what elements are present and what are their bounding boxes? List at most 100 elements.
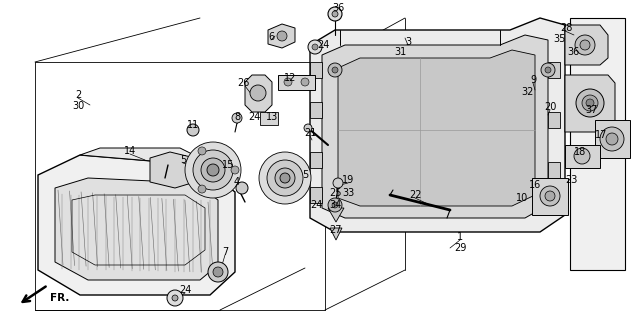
Text: 24: 24 xyxy=(248,112,260,122)
Text: 25: 25 xyxy=(329,188,341,198)
Text: 5: 5 xyxy=(302,170,308,180)
Polygon shape xyxy=(565,75,615,132)
Polygon shape xyxy=(80,148,200,165)
Circle shape xyxy=(172,295,178,301)
Circle shape xyxy=(586,99,594,107)
Circle shape xyxy=(280,173,290,183)
Text: 8: 8 xyxy=(234,112,240,122)
Text: 5: 5 xyxy=(180,155,186,165)
Text: 19: 19 xyxy=(342,175,354,185)
Circle shape xyxy=(545,67,551,73)
Text: 14: 14 xyxy=(124,146,136,156)
Text: 30: 30 xyxy=(72,101,84,111)
Circle shape xyxy=(312,44,318,50)
Circle shape xyxy=(606,133,618,145)
Circle shape xyxy=(198,185,206,193)
Circle shape xyxy=(198,147,206,155)
Circle shape xyxy=(213,267,223,277)
Text: 18: 18 xyxy=(574,147,586,157)
Text: 26: 26 xyxy=(237,78,249,88)
Polygon shape xyxy=(548,192,560,208)
Circle shape xyxy=(208,262,228,282)
Circle shape xyxy=(236,182,248,194)
Circle shape xyxy=(259,152,311,204)
Circle shape xyxy=(207,164,219,176)
Circle shape xyxy=(328,7,342,21)
Polygon shape xyxy=(338,50,535,206)
Text: 11: 11 xyxy=(187,120,199,130)
Circle shape xyxy=(193,150,233,190)
Polygon shape xyxy=(310,18,565,232)
Text: 17: 17 xyxy=(595,130,607,140)
Polygon shape xyxy=(245,75,272,112)
Polygon shape xyxy=(310,62,322,78)
Text: 24: 24 xyxy=(310,200,322,210)
Circle shape xyxy=(328,63,342,77)
Text: 20: 20 xyxy=(544,102,556,112)
Circle shape xyxy=(582,95,598,111)
Text: 1: 1 xyxy=(457,232,463,242)
Polygon shape xyxy=(310,102,322,118)
Text: 28: 28 xyxy=(560,23,572,33)
Circle shape xyxy=(541,188,555,202)
Text: 13: 13 xyxy=(266,112,278,122)
Polygon shape xyxy=(328,208,344,222)
Text: 24: 24 xyxy=(317,40,329,50)
Polygon shape xyxy=(55,178,218,280)
Polygon shape xyxy=(595,120,630,158)
Text: 15: 15 xyxy=(222,160,234,170)
Text: 3: 3 xyxy=(405,37,411,47)
Text: 22: 22 xyxy=(409,190,422,200)
Text: 9: 9 xyxy=(530,75,536,85)
Polygon shape xyxy=(565,145,600,168)
Circle shape xyxy=(545,191,555,201)
Text: FR.: FR. xyxy=(50,293,69,303)
Circle shape xyxy=(301,78,309,86)
Polygon shape xyxy=(548,112,560,128)
Text: 33: 33 xyxy=(342,188,354,198)
Circle shape xyxy=(231,166,239,174)
Circle shape xyxy=(575,35,595,55)
Text: 2: 2 xyxy=(75,90,81,100)
Circle shape xyxy=(201,158,225,182)
Circle shape xyxy=(328,198,342,212)
Polygon shape xyxy=(310,152,322,168)
Text: 4: 4 xyxy=(234,177,240,187)
Circle shape xyxy=(545,192,551,198)
Circle shape xyxy=(185,142,241,198)
Text: 27: 27 xyxy=(329,225,341,235)
Text: 10: 10 xyxy=(516,193,528,203)
Circle shape xyxy=(275,168,295,188)
Text: 31: 31 xyxy=(394,47,406,57)
Polygon shape xyxy=(548,162,560,178)
Text: 24: 24 xyxy=(179,285,191,295)
Circle shape xyxy=(187,124,199,136)
Circle shape xyxy=(250,85,266,101)
Text: 29: 29 xyxy=(454,243,466,253)
Circle shape xyxy=(580,40,590,50)
Circle shape xyxy=(232,113,242,123)
Polygon shape xyxy=(150,152,195,188)
Polygon shape xyxy=(532,178,568,215)
Circle shape xyxy=(304,124,312,132)
Circle shape xyxy=(277,31,287,41)
Polygon shape xyxy=(268,24,295,48)
Text: 7: 7 xyxy=(222,247,228,257)
Text: 36: 36 xyxy=(332,3,344,13)
Text: 32: 32 xyxy=(522,87,534,97)
Polygon shape xyxy=(565,25,608,65)
Circle shape xyxy=(332,67,338,73)
Circle shape xyxy=(167,290,183,306)
Polygon shape xyxy=(548,62,560,78)
Text: 12: 12 xyxy=(284,73,296,83)
Circle shape xyxy=(540,186,560,206)
Polygon shape xyxy=(310,187,322,203)
Circle shape xyxy=(267,160,303,196)
Polygon shape xyxy=(330,228,342,240)
Circle shape xyxy=(284,78,292,86)
Polygon shape xyxy=(260,112,278,125)
Circle shape xyxy=(541,63,555,77)
Circle shape xyxy=(333,178,343,188)
Text: 35: 35 xyxy=(554,34,566,44)
Polygon shape xyxy=(322,35,548,218)
